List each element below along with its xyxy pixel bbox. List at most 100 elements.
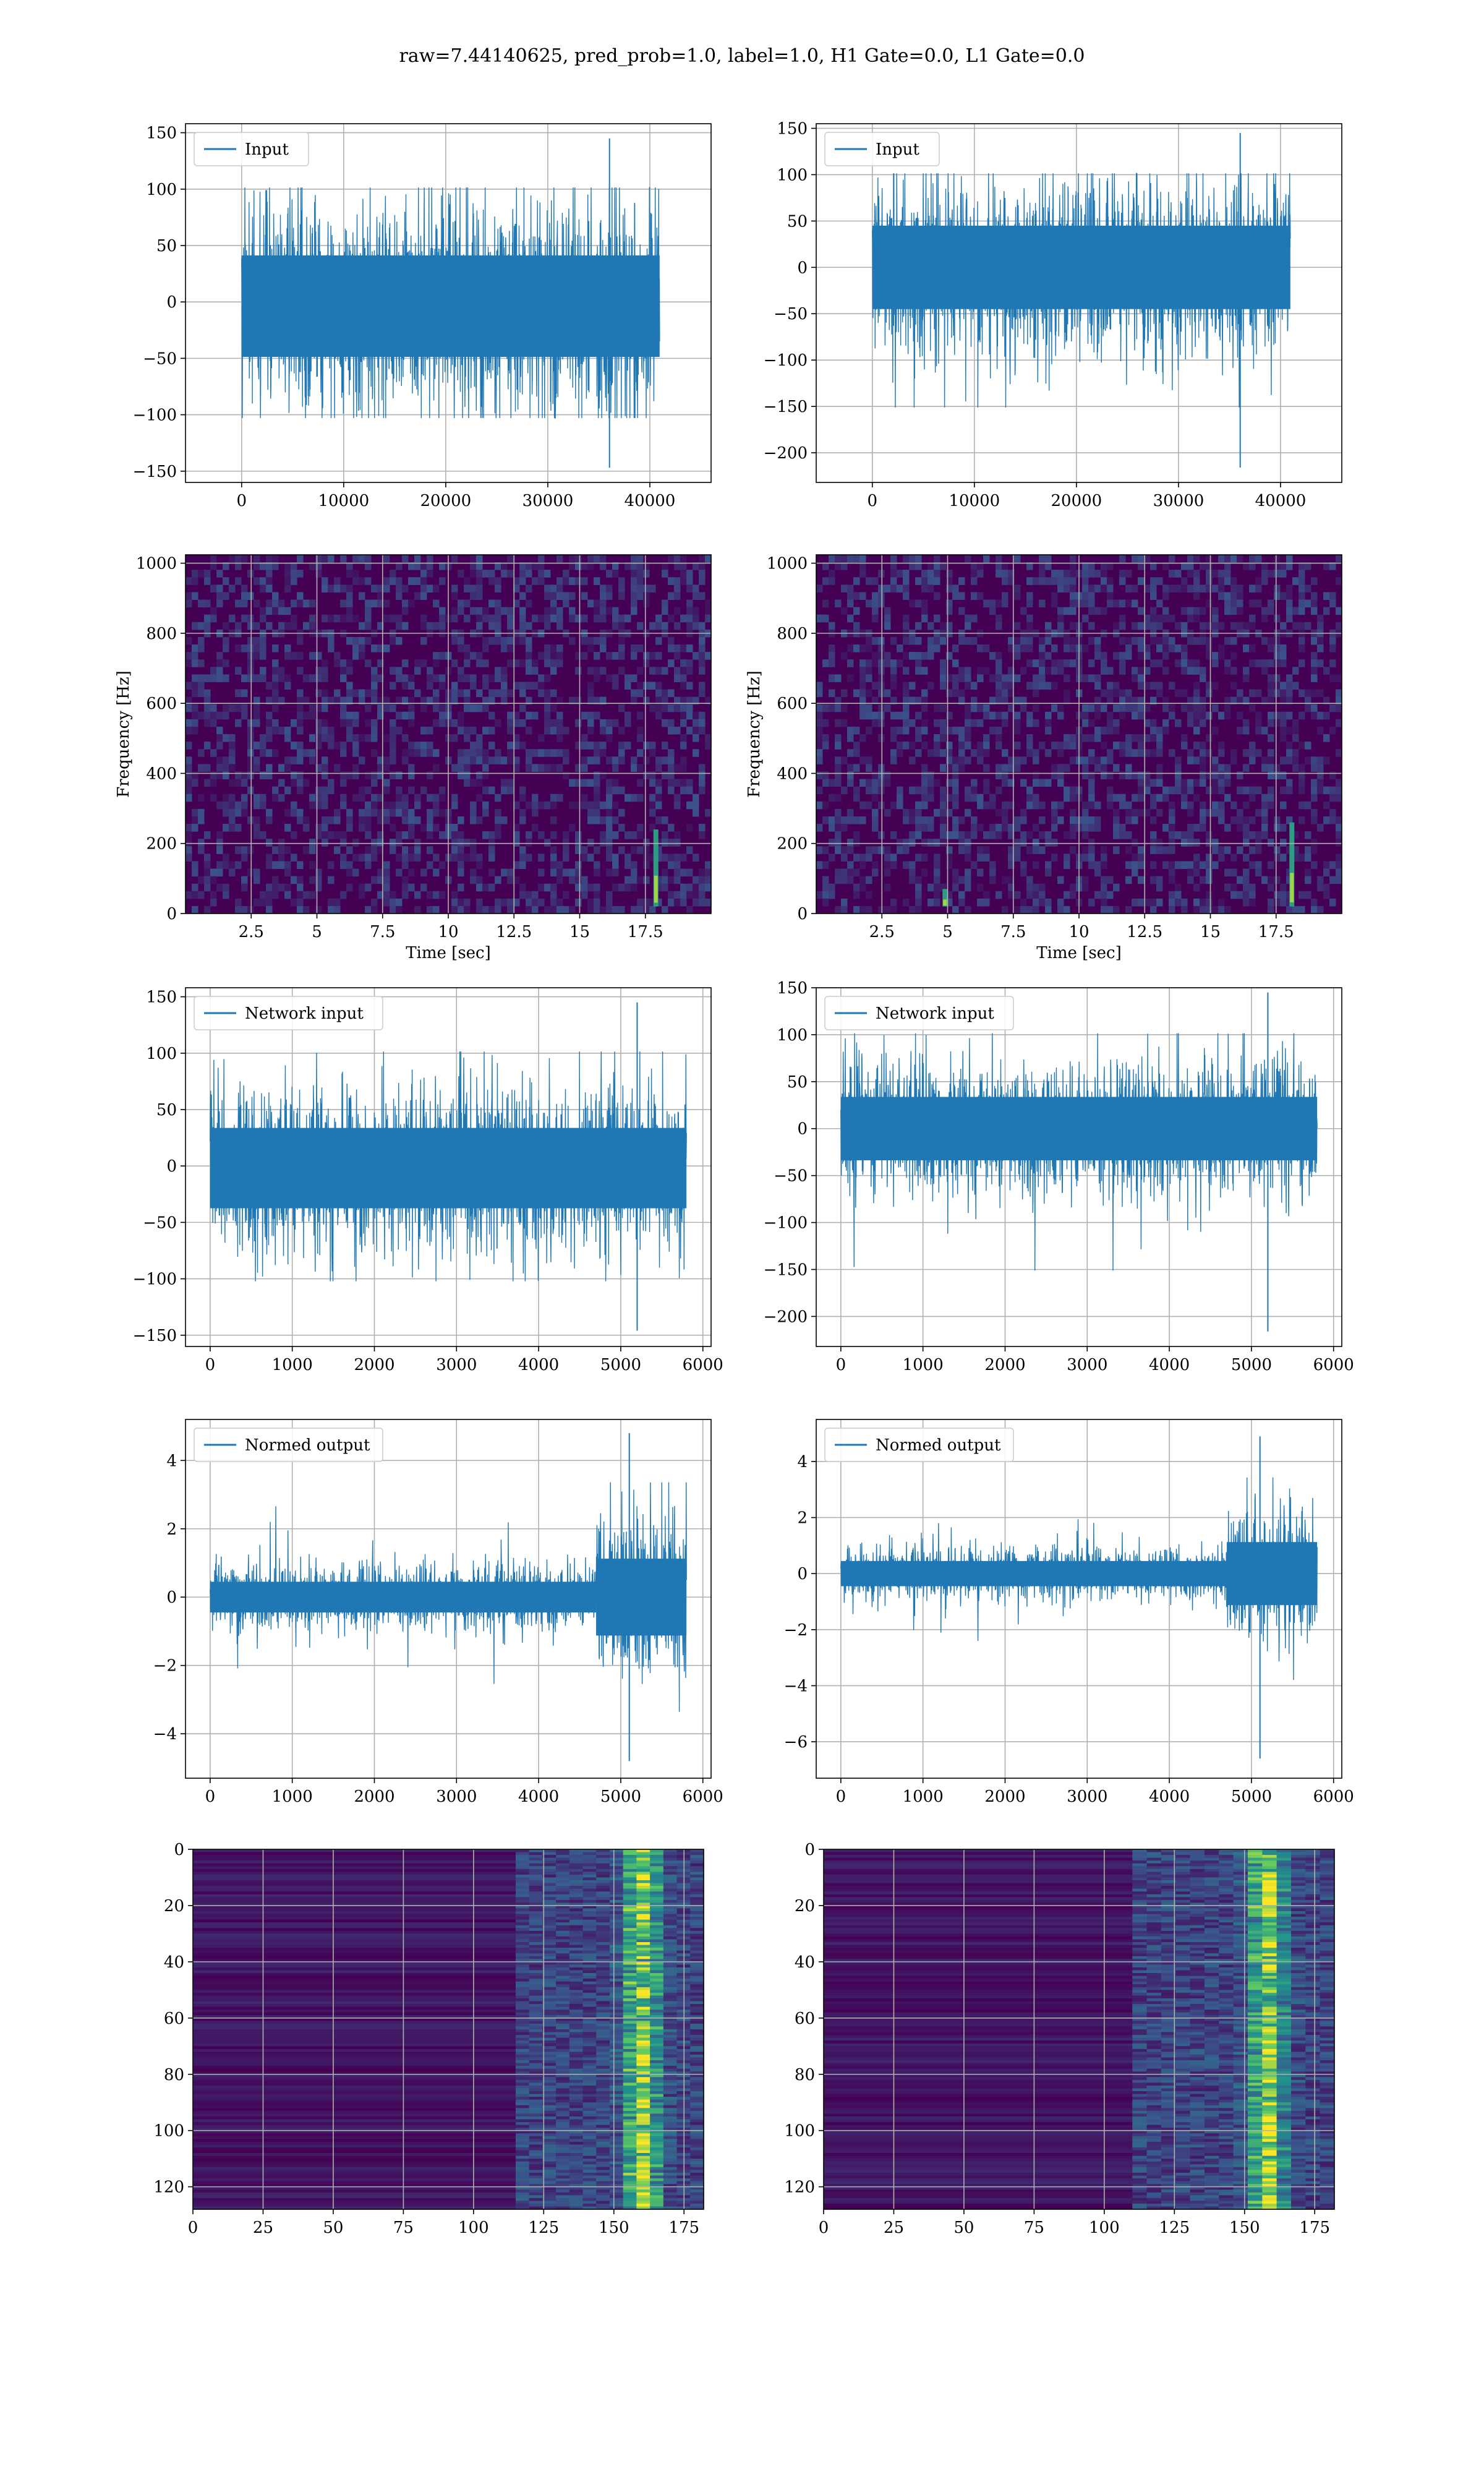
- heatmap-cell: [663, 1967, 678, 1971]
- heatmap-cell: [488, 905, 495, 914]
- heatmap-cell: [1255, 749, 1262, 757]
- heatmap-cell: [1119, 570, 1126, 578]
- heatmap-cell: [260, 644, 267, 653]
- heatmap-cell: [1094, 584, 1101, 593]
- heatmap-cell: [556, 726, 563, 735]
- heatmap-cell: [488, 711, 495, 720]
- heatmap-cell: [996, 667, 1002, 675]
- heatmap-cell: [1237, 846, 1243, 854]
- heatmap-cell: [322, 794, 328, 802]
- heatmap-cell: [1175, 719, 1182, 727]
- heatmap-cell: [1261, 876, 1268, 884]
- x-tick-label: 0: [836, 1787, 846, 1806]
- heatmap-cell: [903, 636, 910, 645]
- heatmap-cell: [841, 905, 848, 914]
- heatmap-cell: [451, 764, 458, 772]
- heatmap-cell: [637, 876, 644, 884]
- heatmap-cell: [556, 1979, 570, 1982]
- heatmap-cell: [1329, 898, 1336, 907]
- heatmap-cell: [927, 824, 934, 832]
- heatmap-cell: [623, 1852, 637, 1856]
- heatmap-cell: [872, 846, 879, 854]
- heatmap-cell: [636, 2015, 650, 2019]
- heatmap-cell: [866, 891, 872, 899]
- heatmap-cell: [663, 1888, 678, 1892]
- heatmap-cell: [519, 570, 526, 578]
- heatmap-cell: [915, 883, 922, 892]
- heatmap-cell: [663, 1860, 678, 1864]
- heatmap-cell: [596, 1998, 610, 2001]
- heatmap-cell: [977, 719, 984, 727]
- heatmap-cell: [847, 779, 854, 787]
- heatmap-cell: [609, 2010, 624, 2013]
- heatmap-cell: [204, 905, 211, 914]
- heatmap-cell: [1014, 674, 1021, 682]
- heatmap-cell: [1268, 689, 1274, 698]
- heatmap-cell: [542, 1970, 556, 1974]
- heatmap-cell: [309, 711, 316, 720]
- heatmap-cell: [359, 883, 365, 892]
- heatmap-cell: [408, 562, 415, 570]
- heatmap-cell: [198, 808, 205, 817]
- heatmap-cell: [859, 682, 866, 690]
- heatmap-cell: [223, 659, 229, 667]
- heatmap-cell: [866, 801, 872, 810]
- axes-frame: [185, 123, 712, 483]
- heatmap-cell: [965, 786, 971, 795]
- heatmap-cell: [921, 726, 928, 735]
- heatmap-cell: [1336, 749, 1342, 757]
- heatmap-cell: [596, 1973, 610, 1976]
- heatmap-cell: [649, 771, 656, 779]
- heatmap-cell: [594, 771, 600, 779]
- heatmap-cell: [235, 667, 242, 675]
- heatmap-cell: [1298, 771, 1305, 779]
- heatmap-cell: [581, 562, 588, 570]
- heatmap-cell: [408, 696, 415, 705]
- heatmap-cell: [609, 1990, 624, 1993]
- heatmap-cell: [352, 719, 359, 727]
- heatmap-cell: [1311, 711, 1318, 720]
- heatmap-cell: [693, 711, 699, 720]
- heatmap-cell: [1329, 808, 1336, 817]
- legend-label: Network input: [876, 1004, 994, 1023]
- heatmap-cell: [1336, 779, 1342, 787]
- heatmap-cell: [482, 786, 489, 795]
- heatmap-cell: [515, 1998, 530, 2001]
- heatmap-cell: [470, 652, 477, 660]
- heatmap-cell: [556, 868, 563, 877]
- heatmap-cell: [822, 599, 829, 608]
- heatmap-cell: [1286, 749, 1293, 757]
- heatmap-cell: [1230, 584, 1237, 593]
- heatmap-cell: [229, 749, 236, 757]
- heatmap-cell: [470, 876, 477, 884]
- heatmap-cell: [835, 824, 842, 832]
- heatmap-cell: [618, 592, 625, 600]
- heatmap-cell: [501, 562, 508, 570]
- heatmap-cell: [582, 1939, 597, 1943]
- heatmap-cell: [1138, 846, 1145, 854]
- heatmap-cell: [488, 622, 495, 630]
- heatmap-cell: [829, 779, 835, 787]
- heatmap-cell: [655, 636, 662, 645]
- heatmap-cell: [334, 652, 341, 660]
- heatmap-cell: [1224, 562, 1231, 570]
- heatmap-cell: [934, 868, 940, 877]
- heatmap-cell: [637, 689, 644, 698]
- heatmap-cell: [596, 1928, 610, 1932]
- heatmap-cell: [1156, 749, 1163, 757]
- heatmap-cell: [1206, 562, 1213, 570]
- heatmap-cell: [575, 846, 582, 854]
- heatmap-cell: [476, 622, 483, 630]
- heatmap-cell: [529, 1970, 543, 1974]
- heatmap-cell: [600, 696, 607, 705]
- heatmap-cell: [663, 1863, 678, 1867]
- heatmap-cell: [1051, 667, 1058, 675]
- heatmap-cell: [515, 1917, 530, 1920]
- heatmap-cell: [1107, 562, 1114, 570]
- heatmap-cell: [266, 577, 273, 585]
- heatmap-cell: [636, 1891, 650, 1895]
- heatmap-cell: [470, 562, 477, 570]
- heatmap-cell: [1101, 726, 1107, 735]
- heatmap-cell: [346, 562, 353, 570]
- heatmap-cell: [1206, 555, 1213, 563]
